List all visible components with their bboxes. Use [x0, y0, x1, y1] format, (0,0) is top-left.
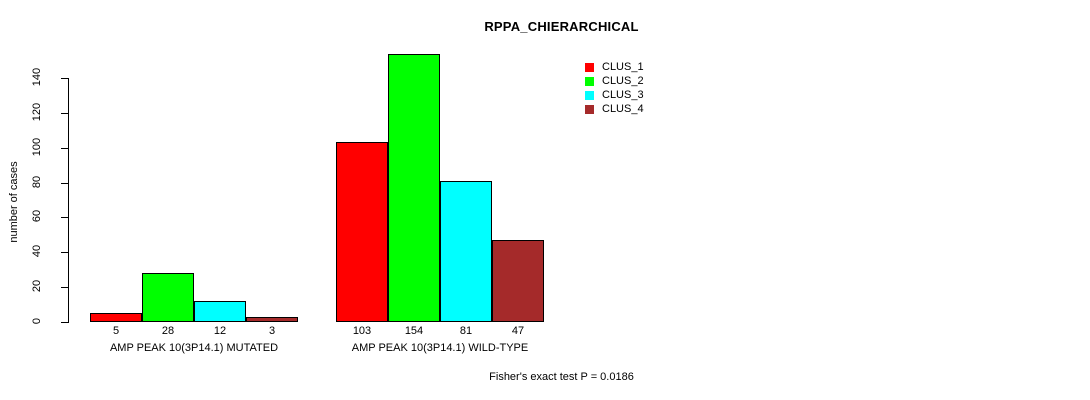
bar-clus_4-group2: [492, 240, 544, 322]
bar-value-label: 5: [112, 325, 120, 337]
page-title: RPPA_CHIERARCHICAL: [484, 19, 639, 34]
bar-clus_2-group1: [142, 273, 194, 322]
y-axis-tick-mark: [61, 322, 68, 323]
legend-color-swatch: [584, 75, 595, 87]
y-axis-line: [68, 78, 69, 323]
x-axis-group-label: AMP PEAK 10(3P14.1) MUTATED: [109, 342, 279, 354]
x-axis-group-label: AMP PEAK 10(3P14.1) WILD-TYPE: [351, 342, 529, 354]
legend-item-clus_3: CLUS_3: [584, 88, 644, 102]
y-axis-tick-mark: [61, 182, 68, 184]
bar-clus_1-group1: [90, 313, 142, 322]
legend-item-clus_2: CLUS_2: [584, 74, 644, 88]
bar-clus_4-group1: [246, 317, 298, 322]
y-axis-tick-mark: [61, 147, 68, 149]
y-axis-tick-mark: [61, 217, 68, 219]
y-axis-tick-label: 20: [31, 280, 43, 293]
y-axis-tick-label: 0: [31, 317, 43, 325]
legend-color-swatch: [584, 103, 595, 115]
y-axis-tick-mark: [61, 287, 68, 289]
y-axis-label: number of cases: [8, 161, 20, 243]
bar-value-label: 47: [511, 325, 525, 337]
y-axis-tick-mark: [61, 252, 68, 254]
bar-clus_2-group2: [388, 54, 440, 322]
legend-item-label: CLUS_3: [602, 88, 644, 101]
legend-item-label: CLUS_4: [602, 102, 644, 115]
bar-clus_1-group2: [336, 142, 388, 322]
legend-item-clus_4: CLUS_4: [584, 102, 644, 116]
bar-value-label: 3: [268, 325, 276, 337]
bar-value-label: 103: [352, 325, 372, 337]
bar-chart-plot: number of cases 0 20 40 60 80 100 120 140 5 28 12…: [8, 54, 544, 354]
bar-value-label: 81: [459, 325, 473, 337]
y-axis-tick-label: 40: [31, 245, 43, 258]
legend-item-label: CLUS_1: [602, 60, 644, 73]
bar-value-label: 28: [161, 325, 175, 337]
y-axis-tick-mark: [61, 78, 68, 79]
y-axis-tick-mark: [61, 112, 68, 114]
y-axis-tick-label: 80: [31, 175, 43, 188]
legend-color-swatch: [584, 89, 595, 101]
bar-value-label: 12: [213, 325, 227, 337]
y-axis-tick-label: 60: [31, 210, 43, 223]
y-axis-tick-label: 100: [31, 137, 43, 156]
statistical-test-annotation: Fisher's exact test P = 0.0186: [489, 371, 634, 383]
bar-value-label: 154: [404, 325, 424, 337]
legend-item-label: CLUS_2: [602, 74, 644, 87]
y-axis-tick-label: 120: [31, 102, 43, 122]
legend: CLUS_1 CLUS_2 CLUS_3 CLUS_4: [584, 60, 644, 116]
bar-clus_3-group1: [194, 301, 246, 322]
legend-item-clus_1: CLUS_1: [584, 60, 644, 74]
bar-clus_3-group2: [440, 181, 492, 322]
legend-color-swatch: [584, 61, 595, 73]
y-axis-tick-label: 140: [31, 67, 43, 87]
